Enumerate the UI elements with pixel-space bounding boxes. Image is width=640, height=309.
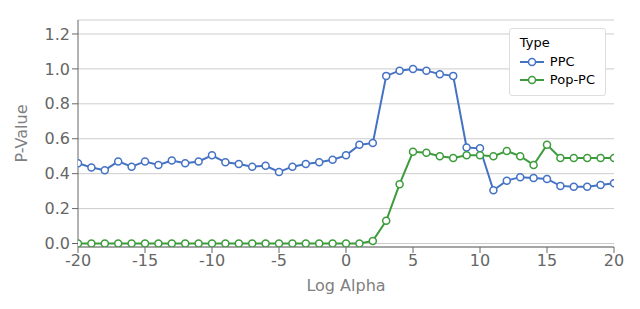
svg-text:-10: -10 [199,251,225,270]
svg-text:15: 15 [537,251,557,270]
svg-text:20: 20 [604,251,624,270]
svg-text:0.2: 0.2 [45,199,70,218]
svg-text:1.0: 1.0 [45,60,70,79]
svg-text:-5: -5 [271,251,287,270]
svg-text:P-Value: P-Value [12,104,31,162]
svg-text:10: 10 [470,251,490,270]
html-text:PPC: PPC [549,54,575,69]
svg-text:0.6: 0.6 [45,129,70,148]
html-text:Pop-PC: Pop-PC [549,72,595,87]
svg-text:Log Alpha: Log Alpha [306,276,385,295]
svg-text:5: 5 [408,251,418,270]
svg-text:0.4: 0.4 [45,164,70,183]
svg-text:0.0: 0.0 [45,234,70,253]
svg-text:1.2: 1.2 [45,25,70,44]
svg-text:-20: -20 [65,251,91,270]
svg-text:-15: -15 [132,251,158,270]
svg-text:0.8: 0.8 [45,94,70,113]
svg-text:0: 0 [341,251,351,270]
html-text:Type: Type [519,35,550,50]
